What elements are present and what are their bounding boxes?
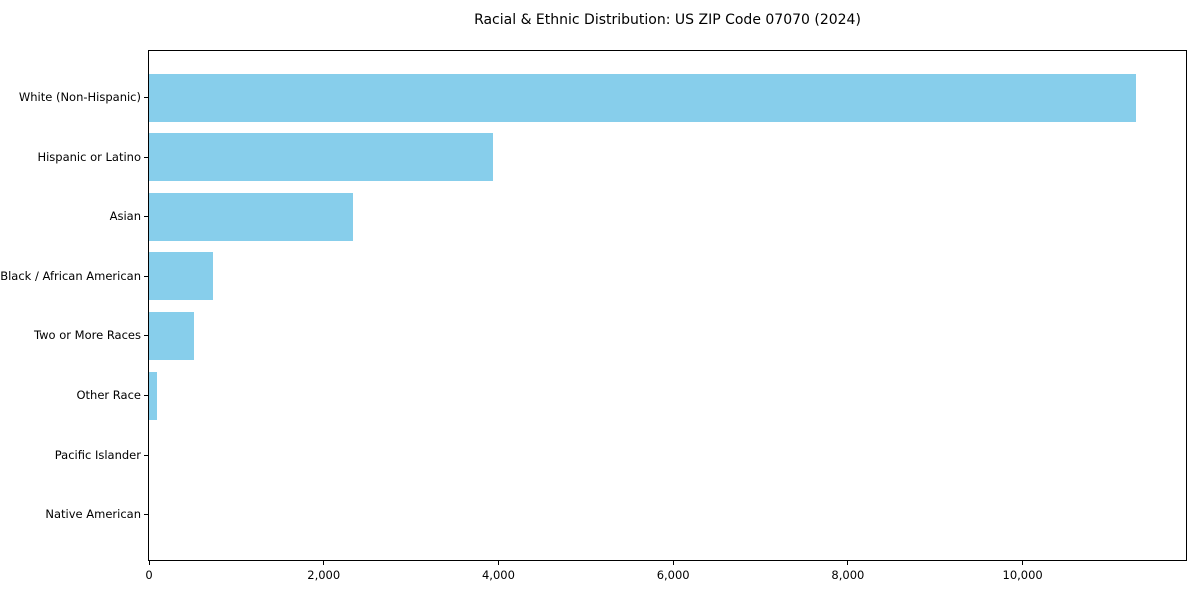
- x-axis-tick-label: 6,000: [656, 568, 690, 582]
- y-axis-category-label: Black / African American: [0, 268, 141, 283]
- bar-two-or-more-races: [149, 311, 194, 360]
- x-axis-tick-label: 4,000: [481, 568, 515, 582]
- y-axis-category-label: Two or More Races: [34, 328, 141, 343]
- x-axis-tick-label: 2,000: [307, 568, 341, 582]
- y-axis-category-label: Other Race: [76, 388, 142, 402]
- x-axis-tick: [847, 561, 849, 565]
- x-axis-tick: [148, 561, 150, 565]
- bar-asian: [149, 192, 353, 241]
- y-axis-category-label: Pacific Islander: [54, 447, 141, 462]
- bar-other-race: [149, 371, 158, 420]
- y-axis-tick: [144, 156, 148, 158]
- x-axis-tick: [1022, 561, 1024, 565]
- x-axis-tick: [497, 561, 499, 565]
- x-axis-tick: [672, 561, 674, 565]
- x-axis-tick-label: 10,000: [1002, 568, 1043, 582]
- y-axis-tick: [144, 454, 148, 456]
- y-axis-category-label: Asian: [109, 209, 141, 224]
- x-axis-tick: [323, 561, 325, 565]
- y-axis-tick: [144, 335, 148, 337]
- bar-hispanic-or-latino: [149, 133, 494, 182]
- y-axis-category-label: White (Non-Hispanic): [18, 90, 141, 104]
- chart-title: Racial & Ethnic Distribution: US ZIP Cod…: [474, 12, 861, 28]
- plot-area: [148, 50, 1187, 561]
- y-axis-category-label: Hispanic or Latino: [37, 149, 141, 164]
- bar-black-african-american: [149, 252, 213, 301]
- bar-white-non-hispanic: [149, 73, 1137, 122]
- y-axis-tick: [144, 275, 148, 277]
- x-axis-tick-label: 8,000: [831, 568, 865, 582]
- y-axis-tick: [144, 216, 148, 218]
- y-axis-tick: [144, 514, 148, 516]
- y-axis-tick: [144, 395, 148, 396]
- x-axis-tick-label: 0: [145, 568, 153, 582]
- y-axis-category-label: Native American: [45, 507, 141, 522]
- y-axis-tick: [144, 97, 148, 98]
